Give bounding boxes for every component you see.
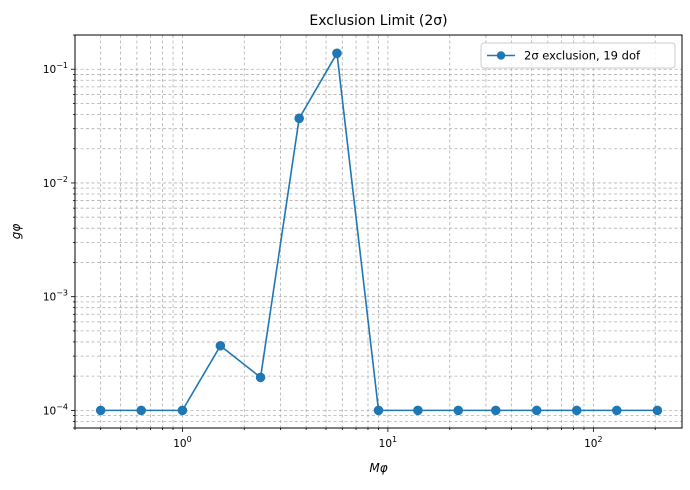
data-point: [373, 405, 384, 416]
data-point: [215, 340, 226, 351]
y-tick-label: 10−2: [43, 175, 68, 190]
data-point: [453, 405, 464, 416]
data-point: [255, 372, 266, 383]
legend-marker-swatch: [496, 51, 506, 60]
ticks: 100 101 102 10−4 10−3 10−2 10−1: [43, 34, 656, 450]
data-point: [413, 405, 423, 416]
data-point: [332, 48, 342, 59]
data-point: [611, 405, 622, 416]
data-point: [294, 113, 304, 124]
data-point: [531, 405, 542, 416]
legend: 2σ exclusion, 19 dof: [480, 42, 676, 69]
x-tick-label: 100: [173, 435, 191, 450]
data-point: [490, 405, 501, 416]
data-point: [136, 405, 147, 416]
y-tick-label: 10−3: [43, 289, 68, 304]
legend-entry-label: 2σ exclusion, 19 dof: [524, 49, 641, 63]
y-axis-label: gφ: [9, 224, 23, 240]
data-point: [95, 405, 106, 416]
series-layer: [95, 48, 663, 416]
y-tick-label: 10−1: [43, 61, 68, 76]
x-tick-label: 101: [379, 435, 397, 450]
legend-box: [480, 42, 676, 69]
chart-title: Exclusion Limit (2σ): [309, 13, 447, 29]
y-tick-label: 10−4: [43, 402, 68, 417]
x-axis-label: Mφ: [369, 461, 387, 475]
data-point: [177, 405, 188, 416]
data-point: [652, 405, 663, 416]
data-point: [571, 405, 582, 416]
x-tick-label: 102: [584, 435, 602, 450]
